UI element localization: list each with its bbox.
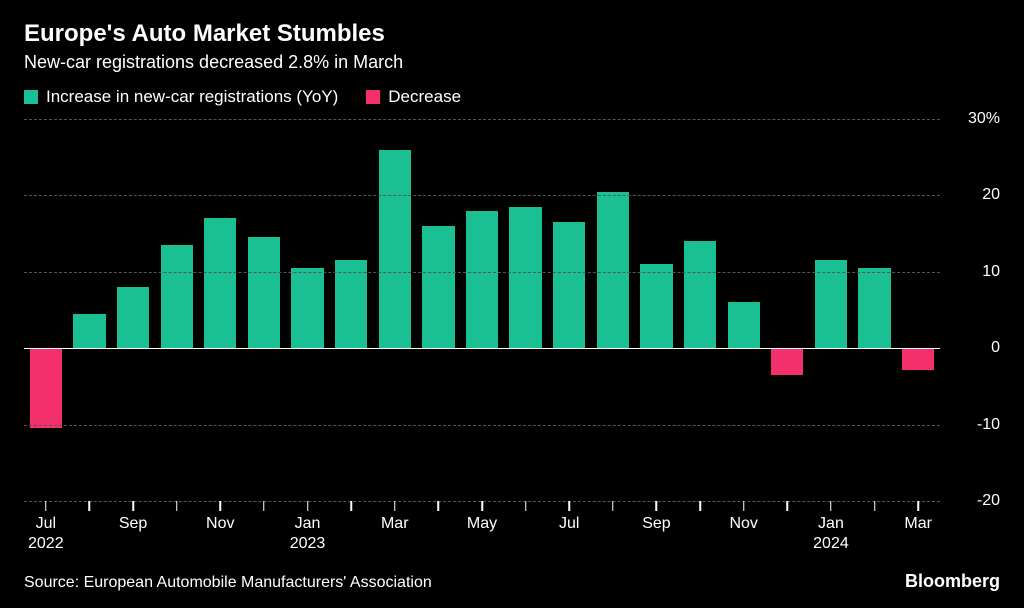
bar [684,241,716,348]
footer: Source: European Automobile Manufacturer… [24,571,1000,592]
x-tick-label: Jan [295,515,321,533]
bar [161,245,193,348]
x-tick-mark [350,501,352,511]
plot-area [24,119,940,501]
brand-logo: Bloomberg [905,571,1000,592]
x-tick-label: Nov [206,515,234,533]
x-tick-mark [132,501,134,511]
y-tick-label: 10 [944,263,1000,281]
legend-item-increase: Increase in new-car registrations (YoY) [24,87,338,107]
x-axis-spacer [940,501,1000,561]
chart-title: Europe's Auto Market Stumbles [24,20,1000,48]
zero-line [24,348,940,349]
x-tick-mark [787,501,789,511]
x-tick-mark [743,501,745,511]
x-tick-mark [612,501,614,511]
x-tick-mark [176,501,178,511]
y-tick-label: 20 [944,186,1000,204]
legend-label-decrease: Decrease [388,87,461,107]
x-tick-mark [656,501,658,511]
x-tick-mark [699,501,701,511]
bar [597,192,629,349]
bar [815,260,847,348]
x-tick-label: Sep [642,515,670,533]
x-tick-mark [307,501,309,511]
y-tick-label: -10 [944,416,1000,434]
x-tick-mark [830,501,832,511]
y-axis: 30%20100-10-20 [940,119,1000,501]
x-tick-mark [394,501,396,511]
x-tick-label: Jan [818,515,844,533]
bar [858,268,890,348]
legend-label-increase: Increase in new-car registrations (YoY) [46,87,338,107]
x-tick-mark [438,501,440,511]
gridline [24,272,940,273]
bar [291,268,323,348]
x-tick-label: Mar [904,515,932,533]
x-tick-mark [874,501,876,511]
y-tick-label: 30% [944,110,1000,128]
bar [771,348,803,375]
source-text: Source: European Automobile Manufacturer… [24,574,432,592]
bar [204,218,236,348]
legend-item-decrease: Decrease [366,87,461,107]
legend-swatch-decrease [366,90,380,104]
chart-subtitle: New-car registrations decreased 2.8% in … [24,52,1000,73]
x-tick-label: Jul [559,515,579,533]
x-axis: Jul 2022 Sep Nov Jan 2023 Mar May Jul Sep Nov Jan 20… [24,501,1000,561]
bar [248,237,280,348]
bar [379,150,411,349]
bar [117,287,149,348]
bar [30,348,62,428]
x-tick-label: Jul [36,515,56,533]
x-tick-label: Nov [729,515,757,533]
x-tick-mark [220,501,222,511]
x-tick-year: 2023 [290,535,326,553]
bar [466,211,498,349]
y-tick-label: 0 [944,339,1000,357]
x-tick-label: Sep [119,515,147,533]
x-tick-label: May [467,515,497,533]
x-tick-label: Mar [381,515,409,533]
legend-swatch-increase [24,90,38,104]
chart-area: 30%20100-10-20 [24,119,1000,501]
x-tick-mark [263,501,265,511]
gridline [24,119,940,120]
bars-layer [24,119,940,501]
x-tick-year: 2022 [28,535,64,553]
x-tick-mark [525,501,527,511]
x-tick-mark [89,501,91,511]
bar [422,226,454,348]
x-tick-mark [568,501,570,511]
x-tick-year: 2024 [813,535,849,553]
chart-container: Europe's Auto Market Stumbles New-car re… [0,0,1024,608]
x-tick-mark [45,501,47,511]
bar [640,264,672,348]
bar [335,260,367,348]
bar [553,222,585,348]
x-axis-inner: Jul 2022 Sep Nov Jan 2023 Mar May Jul Sep Nov Jan 20… [24,501,940,561]
bar [902,348,934,369]
bar [509,207,541,348]
x-tick-mark [917,501,919,511]
gridline [24,425,940,426]
legend: Increase in new-car registrations (YoY) … [24,87,1000,107]
gridline [24,195,940,196]
bar [73,314,105,348]
bar [728,302,760,348]
x-tick-mark [481,501,483,511]
